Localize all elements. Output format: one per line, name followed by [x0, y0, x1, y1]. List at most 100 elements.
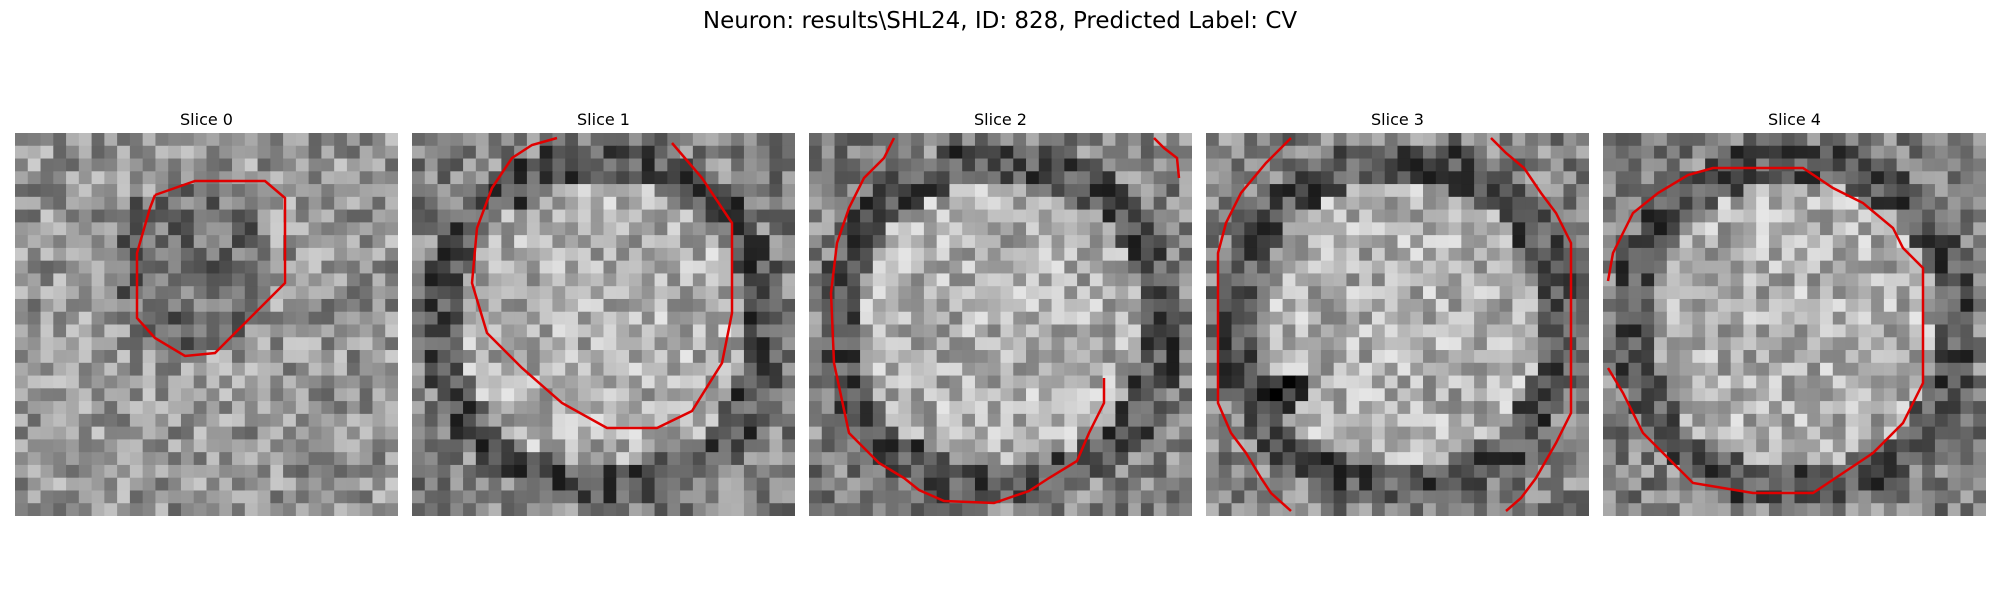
- image-pixel: [1845, 350, 1859, 364]
- image-pixel: [1051, 171, 1065, 185]
- image-pixel: [1781, 439, 1796, 453]
- image-pixel: [1525, 222, 1539, 236]
- image-pixel: [66, 362, 80, 377]
- image-pixel: [1628, 426, 1642, 440]
- image-pixel: [923, 222, 938, 236]
- image-pixel: [244, 222, 259, 236]
- image-pixel: [463, 350, 477, 364]
- image-pixel: [1922, 452, 1936, 466]
- image-pixel: [1628, 273, 1642, 287]
- image-pixel: [1461, 145, 1475, 160]
- image-pixel: [680, 477, 694, 492]
- image-pixel: [1794, 413, 1808, 428]
- image-pixel: [756, 375, 771, 389]
- image-pixel: [168, 439, 182, 453]
- image-pixel: [641, 337, 656, 351]
- image-pixel: [1525, 388, 1539, 402]
- image-pixel: [1525, 286, 1539, 300]
- image-pixel: [283, 209, 297, 223]
- image-pixel: [692, 337, 707, 351]
- image-pixel: [1922, 375, 1936, 389]
- image-pixel: [705, 222, 719, 236]
- image-pixel: [1013, 209, 1027, 223]
- image-pixel: [1730, 184, 1745, 198]
- image-pixel: [1756, 426, 1770, 440]
- image-pixel: [1474, 350, 1488, 364]
- image-pixel: [117, 222, 131, 236]
- image-pixel: [1346, 388, 1360, 402]
- image-pixel: [539, 439, 554, 453]
- image-pixel: [1717, 452, 1732, 466]
- image-pixel: [1603, 413, 1617, 428]
- image-pixel: [1140, 490, 1155, 504]
- image-pixel: [718, 286, 732, 300]
- image-pixel: [1308, 145, 1322, 160]
- image-pixel: [565, 413, 579, 428]
- image-pixel: [885, 184, 899, 198]
- image-pixel: [463, 439, 477, 453]
- image-pixel: [1026, 171, 1040, 185]
- image-pixel: [40, 464, 54, 479]
- image-pixel: [974, 222, 989, 236]
- image-pixel: [232, 222, 246, 236]
- image-pixel: [526, 324, 541, 338]
- image-pixel: [129, 324, 144, 338]
- image-pixel: [1435, 184, 1450, 198]
- image-pixel: [1525, 235, 1539, 249]
- image-pixel: [847, 209, 861, 223]
- image-pixel: [1206, 286, 1220, 300]
- image-pixel: [552, 298, 566, 313]
- image-pixel: [1537, 158, 1552, 172]
- image-pixel: [923, 286, 938, 300]
- image-pixel: [117, 158, 131, 172]
- image-pixel: [692, 362, 707, 377]
- image-pixel: [437, 222, 451, 236]
- image-pixel: [743, 145, 758, 160]
- image-pixel: [692, 311, 707, 326]
- image-pixel: [616, 503, 630, 516]
- image-pixel: [1320, 260, 1335, 275]
- image-pixel: [782, 350, 795, 364]
- image-pixel: [168, 196, 182, 211]
- image-pixel: [603, 196, 617, 211]
- image-pixel: [66, 477, 80, 492]
- image-pixel: [168, 260, 182, 275]
- image-pixel: [1883, 452, 1898, 466]
- image-pixel: [142, 273, 157, 287]
- image-pixel: [1730, 375, 1745, 389]
- image-pixel: [15, 439, 29, 453]
- image-pixel: [1947, 222, 1962, 236]
- image-pixel: [1909, 158, 1923, 172]
- image-pixel: [1973, 503, 1986, 516]
- image-pixel: [1576, 503, 1589, 516]
- image-pixel: [1179, 247, 1192, 262]
- image-pixel: [475, 490, 490, 504]
- image-pixel: [142, 298, 157, 313]
- image-pixel: [180, 247, 195, 262]
- image-pixel: [1179, 375, 1192, 389]
- image-pixel: [590, 337, 605, 351]
- image-pixel: [1832, 324, 1847, 338]
- image-pixel: [1947, 477, 1962, 492]
- image-pixel: [1705, 362, 1719, 377]
- image-pixel: [949, 452, 963, 466]
- image-pixel: [321, 209, 335, 223]
- image-pixel: [270, 388, 284, 402]
- image-pixel: [962, 490, 976, 504]
- image-pixel: [1934, 350, 1949, 364]
- image-pixel: [692, 235, 707, 249]
- image-pixel: [1641, 388, 1655, 402]
- image-pixel: [1705, 375, 1719, 389]
- image-pixel: [1166, 196, 1180, 211]
- image-pixel: [936, 133, 951, 147]
- image-pixel: [1295, 247, 1309, 262]
- image-pixel: [334, 350, 348, 364]
- image-pixel: [1692, 286, 1706, 300]
- image-pixel: [1537, 235, 1552, 249]
- image-pixel: [1346, 235, 1360, 249]
- image-pixel: [1820, 503, 1834, 516]
- image-pixel: [616, 375, 630, 389]
- image-pixel: [244, 298, 259, 313]
- image-pixel: [1320, 171, 1335, 185]
- image-pixel: [718, 133, 732, 147]
